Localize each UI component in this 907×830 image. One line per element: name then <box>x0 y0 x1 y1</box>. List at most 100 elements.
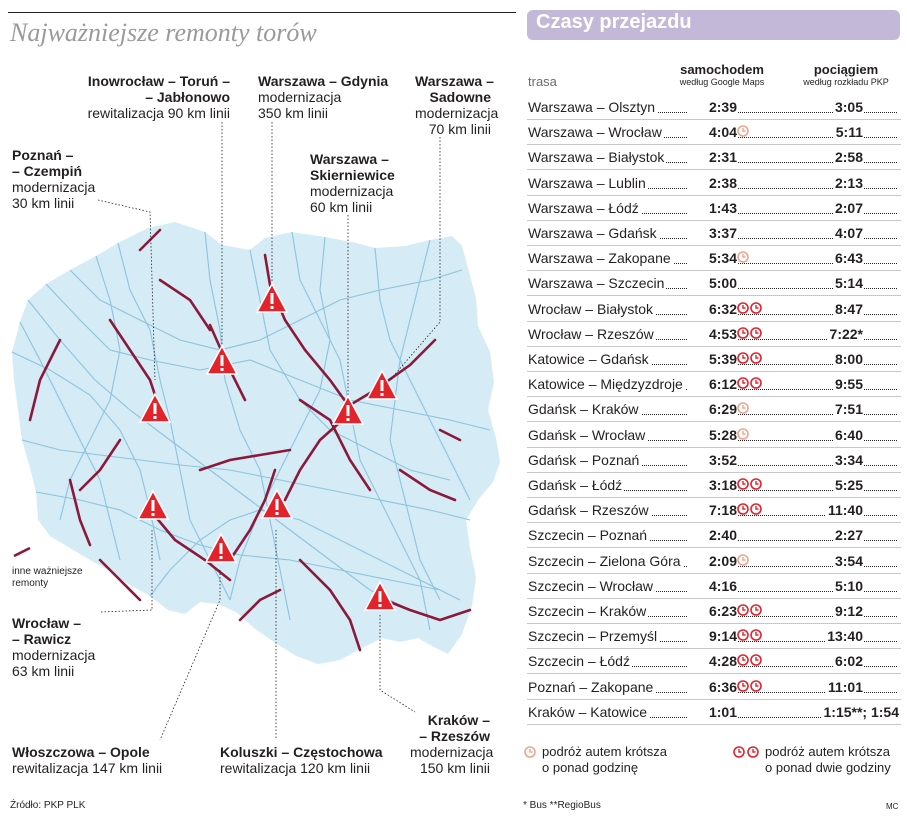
clock-icon <box>750 301 762 314</box>
callout-desc: rewitalizacja 90 km linii <box>87 105 230 121</box>
clock-icon <box>737 478 749 490</box>
col-train-label: pociągiem <box>813 62 879 77</box>
train-time: 2:13 <box>832 174 863 191</box>
source-note: Źródło: PKP PLK <box>10 800 86 811</box>
train-time: 11:40 <box>825 502 863 519</box>
table-row: Warszawa – Łódź 1:43 2:07 <box>527 196 901 221</box>
car-time: 4:28 <box>687 653 737 670</box>
legend-two-hours-text: podróż autem krótsza o ponad dwie godziny <box>765 744 891 775</box>
callout-desc: rewitalizacja 120 km linii <box>220 760 371 776</box>
train-time: 13:40 <box>825 628 863 645</box>
clock-indicator <box>737 125 749 138</box>
car-time: 5:00 <box>687 275 737 292</box>
clock-icon <box>747 746 759 758</box>
car-time: 1:01 <box>687 703 737 720</box>
callout-desc: modernizacja 150 km linii <box>410 744 494 776</box>
clock-indicator <box>737 326 762 339</box>
car-time: 5:28 <box>687 426 737 443</box>
route-name: Poznań – Zakopane <box>528 678 656 695</box>
table-row: Szczecin – Łódź 4:28 6:02 <box>527 649 901 675</box>
train-time: 3:34 <box>832 451 863 468</box>
callout-desc: modernizacja 350 km linii <box>258 89 342 121</box>
route-name: Katowice – Gdańsk <box>528 351 651 367</box>
car-time: 4:53 <box>687 325 737 342</box>
row-separator <box>527 421 901 423</box>
clock-indicator <box>737 629 762 642</box>
route-name: Szczecin – Zielona Góra <box>528 552 683 569</box>
route-name: Wrocław – Białystok <box>528 300 656 317</box>
callout-name: Wrocław – – Rawicz <box>12 615 81 647</box>
warning-icon <box>138 392 172 423</box>
footnote: * Bus **RegioBus <box>523 800 601 811</box>
clock-icon <box>737 503 749 515</box>
train-time: 9:55 <box>832 376 863 393</box>
car-time: 6:23 <box>687 603 737 619</box>
car-time: 6:36 <box>687 678 737 695</box>
clock-indicator <box>737 478 762 490</box>
clock-icon <box>737 654 749 667</box>
table-row: Szczecin – Kraków 6:23 9:12 <box>527 599 901 624</box>
clock-icon <box>737 427 749 440</box>
car-time: 5:39 <box>687 351 737 367</box>
warning-icon <box>260 488 294 519</box>
callout-name: Włoszczowa – Opole <box>12 744 150 760</box>
table-row: Gdańsk – Poznań 3:52 3:34 <box>527 448 901 473</box>
route-name: Gdańsk – Rzeszów <box>528 502 651 519</box>
col-train-sublabel: według rozkładu PKP <box>803 77 889 87</box>
train-time: 5:25 <box>832 477 863 493</box>
warning-icon <box>363 580 397 611</box>
row-separator <box>527 446 901 448</box>
clock-icon <box>737 125 749 137</box>
clock-icon <box>750 604 762 616</box>
route-name: Gdańsk – Łódź <box>528 477 625 493</box>
clock-icon <box>737 301 749 314</box>
map-title: Najważniejsze remonty torów <box>10 18 317 47</box>
train-time: 6:40 <box>832 426 863 443</box>
warning-icon <box>331 394 365 425</box>
callout-warszawa-skierniewice: Warszawa – Skierniewice modernizacja 60 km… <box>310 151 395 215</box>
callout-warszawa-sadowne: Warszawa – Sadowne modernizacja 70 km lini… <box>415 73 498 137</box>
callout-wloszczowa-opole: Włoszczowa – Opole rewitalizacja 147 km … <box>12 744 162 776</box>
row-separator <box>527 345 901 347</box>
car-time: 3:37 <box>687 225 737 241</box>
clock-indicator <box>737 402 749 415</box>
warning-icon <box>365 369 399 400</box>
col-route-header: trasa <box>528 74 557 89</box>
legend-one-hour-text: podróż autem krótsza o ponad godzinę <box>542 744 668 775</box>
callout-warszawa-gdynia: Warszawa – Gdynia modernizacja 350 km lin… <box>258 73 388 121</box>
clock-indicator <box>737 352 762 364</box>
map-legend-swatch <box>13 546 31 558</box>
table-row: Szczecin – Wrocław 4:16 5:10 <box>527 574 901 599</box>
car-time: 3:52 <box>687 451 737 468</box>
train-time: 5:11 <box>833 124 863 141</box>
row-separator <box>527 219 901 221</box>
poland-outline <box>12 222 500 664</box>
train-time: 3:05 <box>832 99 863 115</box>
clock-icon <box>737 326 749 339</box>
row-separator <box>527 723 901 725</box>
row-separator <box>527 648 901 650</box>
clock-icon <box>750 326 762 339</box>
train-time: 5:14 <box>832 275 863 292</box>
clock-icon <box>737 553 749 566</box>
callout-inowroclaw: Inowrocław – Toruń – – Jabłonowo rewitali… <box>84 73 230 121</box>
clock-indicator <box>737 427 749 440</box>
row-separator <box>527 169 901 171</box>
table-row: Szczecin – Poznań 2:40 2:27 <box>527 523 901 549</box>
route-name: Gdańsk – Wrocław <box>528 426 648 443</box>
clock-icon <box>733 746 745 758</box>
clock-icon <box>750 654 762 667</box>
credit: MC <box>886 802 899 811</box>
callout-name: Warszawa – Skierniewice <box>310 151 395 183</box>
clock-icon <box>750 352 762 364</box>
car-time: 4:16 <box>687 577 737 594</box>
row-separator <box>527 673 901 675</box>
car-time: 6:32 <box>687 300 737 317</box>
route-name: Warszawa – Szczecin <box>528 275 667 292</box>
row-separator <box>527 270 901 272</box>
car-time: 5:34 <box>687 250 737 267</box>
callout-desc: rewitalizacja 147 km linii <box>12 760 163 776</box>
route-name: Szczecin – Łódź <box>528 653 632 670</box>
car-time: 2:40 <box>687 527 737 544</box>
clock-icon <box>737 251 749 263</box>
